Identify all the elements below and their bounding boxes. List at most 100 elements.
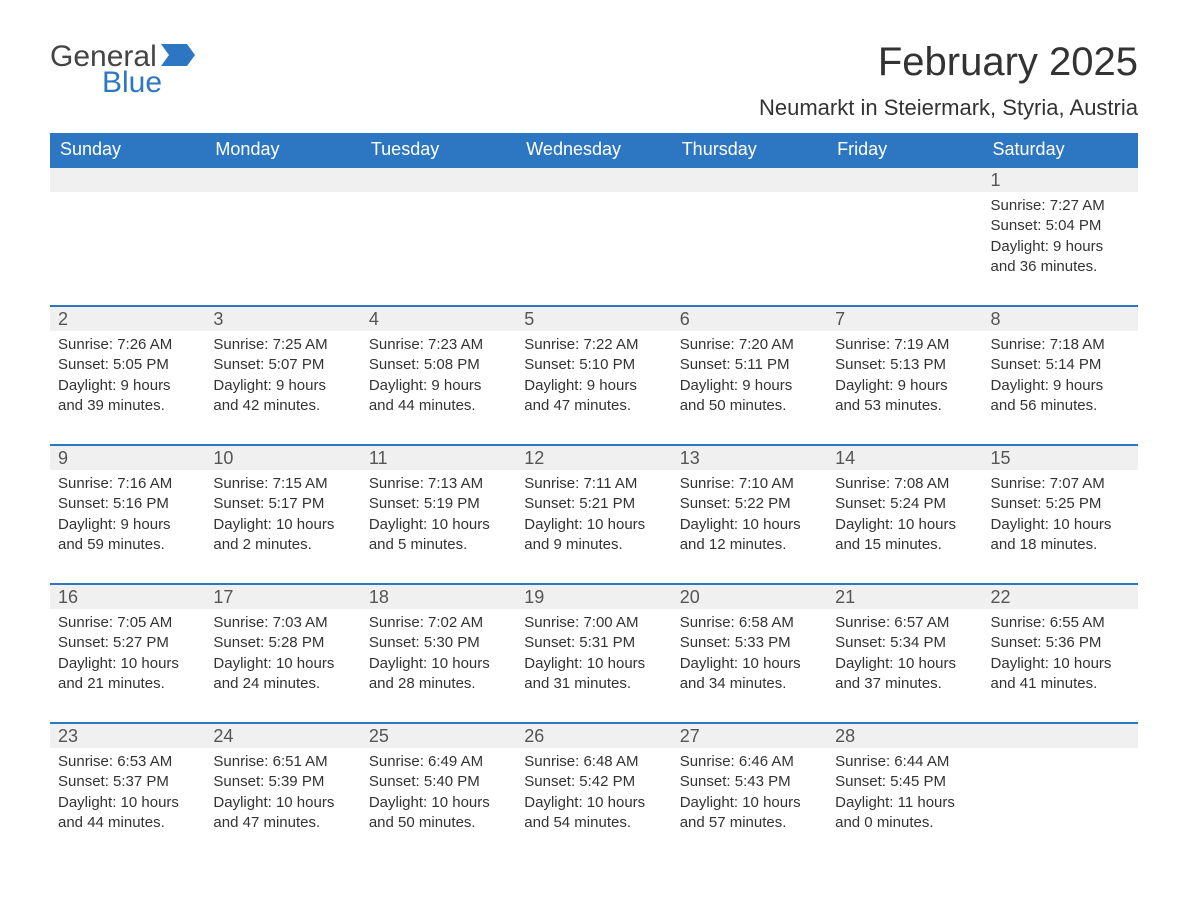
day-number-cell: 8 xyxy=(983,306,1138,331)
daylight-text: Daylight: 10 hours and 28 minutes. xyxy=(369,654,508,695)
day-number-cell: 11 xyxy=(361,445,516,470)
sunset-text: Sunset: 5:34 PM xyxy=(835,633,974,653)
day-data-cell: Sunrise: 6:55 AMSunset: 5:36 PMDaylight:… xyxy=(983,609,1138,723)
sunset-text: Sunset: 5:07 PM xyxy=(213,355,352,375)
week-data-row: Sunrise: 7:27 AMSunset: 5:04 PMDaylight:… xyxy=(50,192,1138,306)
col-wednesday: Wednesday xyxy=(516,133,671,167)
day-data-cell: Sunrise: 7:05 AMSunset: 5:27 PMDaylight:… xyxy=(50,609,205,723)
day-data-cell: Sunrise: 7:03 AMSunset: 5:28 PMDaylight:… xyxy=(205,609,360,723)
day-data: Sunrise: 7:11 AMSunset: 5:21 PMDaylight:… xyxy=(516,470,671,583)
sunrise-text: Sunrise: 6:44 AM xyxy=(835,752,974,772)
day-number-cell xyxy=(50,167,205,192)
day-data-cell: Sunrise: 6:58 AMSunset: 5:33 PMDaylight:… xyxy=(672,609,827,723)
day-data: Sunrise: 6:48 AMSunset: 5:42 PMDaylight:… xyxy=(516,748,671,861)
sunset-text: Sunset: 5:42 PM xyxy=(524,772,663,792)
week-number-row: 16171819202122 xyxy=(50,584,1138,609)
day-data-cell xyxy=(50,192,205,306)
day-data xyxy=(205,192,360,224)
day-number-cell: 2 xyxy=(50,306,205,331)
day-data: Sunrise: 7:08 AMSunset: 5:24 PMDaylight:… xyxy=(827,470,982,583)
day-data xyxy=(827,192,982,224)
day-number-cell: 17 xyxy=(205,584,360,609)
header-block: General Blue February 2025 Neumarkt in S… xyxy=(50,40,1138,121)
daylight-text: Daylight: 10 hours and 54 minutes. xyxy=(524,793,663,834)
day-data: Sunrise: 7:19 AMSunset: 5:13 PMDaylight:… xyxy=(827,331,982,444)
sunset-text: Sunset: 5:36 PM xyxy=(991,633,1130,653)
day-number: 27 xyxy=(672,724,827,748)
sunset-text: Sunset: 5:37 PM xyxy=(58,772,197,792)
day-data-cell: Sunrise: 6:46 AMSunset: 5:43 PMDaylight:… xyxy=(672,748,827,861)
sunset-text: Sunset: 5:45 PM xyxy=(835,772,974,792)
day-data-cell: Sunrise: 7:02 AMSunset: 5:30 PMDaylight:… xyxy=(361,609,516,723)
day-number: 15 xyxy=(983,446,1138,470)
daylight-text: Daylight: 10 hours and 15 minutes. xyxy=(835,515,974,556)
sunset-text: Sunset: 5:30 PM xyxy=(369,633,508,653)
day-number-cell: 24 xyxy=(205,723,360,748)
day-number-cell: 5 xyxy=(516,306,671,331)
day-number: 24 xyxy=(205,724,360,748)
day-data-cell: Sunrise: 7:22 AMSunset: 5:10 PMDaylight:… xyxy=(516,331,671,445)
day-data xyxy=(516,192,671,224)
logo-flag-icon xyxy=(161,40,195,74)
daylight-text: Daylight: 10 hours and 34 minutes. xyxy=(680,654,819,695)
page-title: February 2025 xyxy=(759,40,1138,85)
day-number: 28 xyxy=(827,724,982,748)
sunrise-text: Sunrise: 7:13 AM xyxy=(369,474,508,494)
day-number xyxy=(516,168,671,192)
sunset-text: Sunset: 5:43 PM xyxy=(680,772,819,792)
day-number-cell: 15 xyxy=(983,445,1138,470)
day-data-cell xyxy=(361,192,516,306)
day-data-cell: Sunrise: 6:57 AMSunset: 5:34 PMDaylight:… xyxy=(827,609,982,723)
day-data: Sunrise: 7:25 AMSunset: 5:07 PMDaylight:… xyxy=(205,331,360,444)
day-number: 23 xyxy=(50,724,205,748)
day-data-cell: Sunrise: 7:15 AMSunset: 5:17 PMDaylight:… xyxy=(205,470,360,584)
daylight-text: Daylight: 9 hours and 59 minutes. xyxy=(58,515,197,556)
day-data-cell: Sunrise: 7:16 AMSunset: 5:16 PMDaylight:… xyxy=(50,470,205,584)
day-number-cell: 16 xyxy=(50,584,205,609)
daylight-text: Daylight: 10 hours and 9 minutes. xyxy=(524,515,663,556)
sunrise-text: Sunrise: 7:07 AM xyxy=(991,474,1130,494)
day-data: Sunrise: 7:13 AMSunset: 5:19 PMDaylight:… xyxy=(361,470,516,583)
day-data: Sunrise: 7:23 AMSunset: 5:08 PMDaylight:… xyxy=(361,331,516,444)
sunrise-text: Sunrise: 7:23 AM xyxy=(369,335,508,355)
day-data: Sunrise: 6:46 AMSunset: 5:43 PMDaylight:… xyxy=(672,748,827,861)
sunrise-text: Sunrise: 6:48 AM xyxy=(524,752,663,772)
sunset-text: Sunset: 5:25 PM xyxy=(991,494,1130,514)
day-number: 26 xyxy=(516,724,671,748)
day-number-cell xyxy=(516,167,671,192)
day-number xyxy=(672,168,827,192)
day-number: 5 xyxy=(516,307,671,331)
day-data-cell xyxy=(672,192,827,306)
sunset-text: Sunset: 5:28 PM xyxy=(213,633,352,653)
day-number-cell xyxy=(827,167,982,192)
day-number-cell: 14 xyxy=(827,445,982,470)
day-number-cell: 4 xyxy=(361,306,516,331)
day-data: Sunrise: 6:57 AMSunset: 5:34 PMDaylight:… xyxy=(827,609,982,722)
day-data: Sunrise: 7:07 AMSunset: 5:25 PMDaylight:… xyxy=(983,470,1138,583)
sunset-text: Sunset: 5:11 PM xyxy=(680,355,819,375)
day-data-cell: Sunrise: 7:18 AMSunset: 5:14 PMDaylight:… xyxy=(983,331,1138,445)
day-number: 10 xyxy=(205,446,360,470)
daylight-text: Daylight: 9 hours and 56 minutes. xyxy=(991,376,1130,417)
daylight-text: Daylight: 10 hours and 21 minutes. xyxy=(58,654,197,695)
col-tuesday: Tuesday xyxy=(361,133,516,167)
day-number xyxy=(50,168,205,192)
location-subtitle: Neumarkt in Steiermark, Styria, Austria xyxy=(759,95,1138,121)
day-number: 12 xyxy=(516,446,671,470)
day-number-cell: 1 xyxy=(983,167,1138,192)
sunset-text: Sunset: 5:10 PM xyxy=(524,355,663,375)
day-data: Sunrise: 6:51 AMSunset: 5:39 PMDaylight:… xyxy=(205,748,360,861)
daylight-text: Daylight: 11 hours and 0 minutes. xyxy=(835,793,974,834)
col-thursday: Thursday xyxy=(672,133,827,167)
day-data: Sunrise: 7:16 AMSunset: 5:16 PMDaylight:… xyxy=(50,470,205,583)
day-data-cell: Sunrise: 7:07 AMSunset: 5:25 PMDaylight:… xyxy=(983,470,1138,584)
sunset-text: Sunset: 5:21 PM xyxy=(524,494,663,514)
day-number: 8 xyxy=(983,307,1138,331)
sunset-text: Sunset: 5:17 PM xyxy=(213,494,352,514)
week-data-row: Sunrise: 7:26 AMSunset: 5:05 PMDaylight:… xyxy=(50,331,1138,445)
day-data: Sunrise: 7:20 AMSunset: 5:11 PMDaylight:… xyxy=(672,331,827,444)
day-data-cell xyxy=(983,748,1138,861)
day-data-cell: Sunrise: 7:20 AMSunset: 5:11 PMDaylight:… xyxy=(672,331,827,445)
logo: General Blue xyxy=(50,40,195,100)
day-number-cell xyxy=(672,167,827,192)
